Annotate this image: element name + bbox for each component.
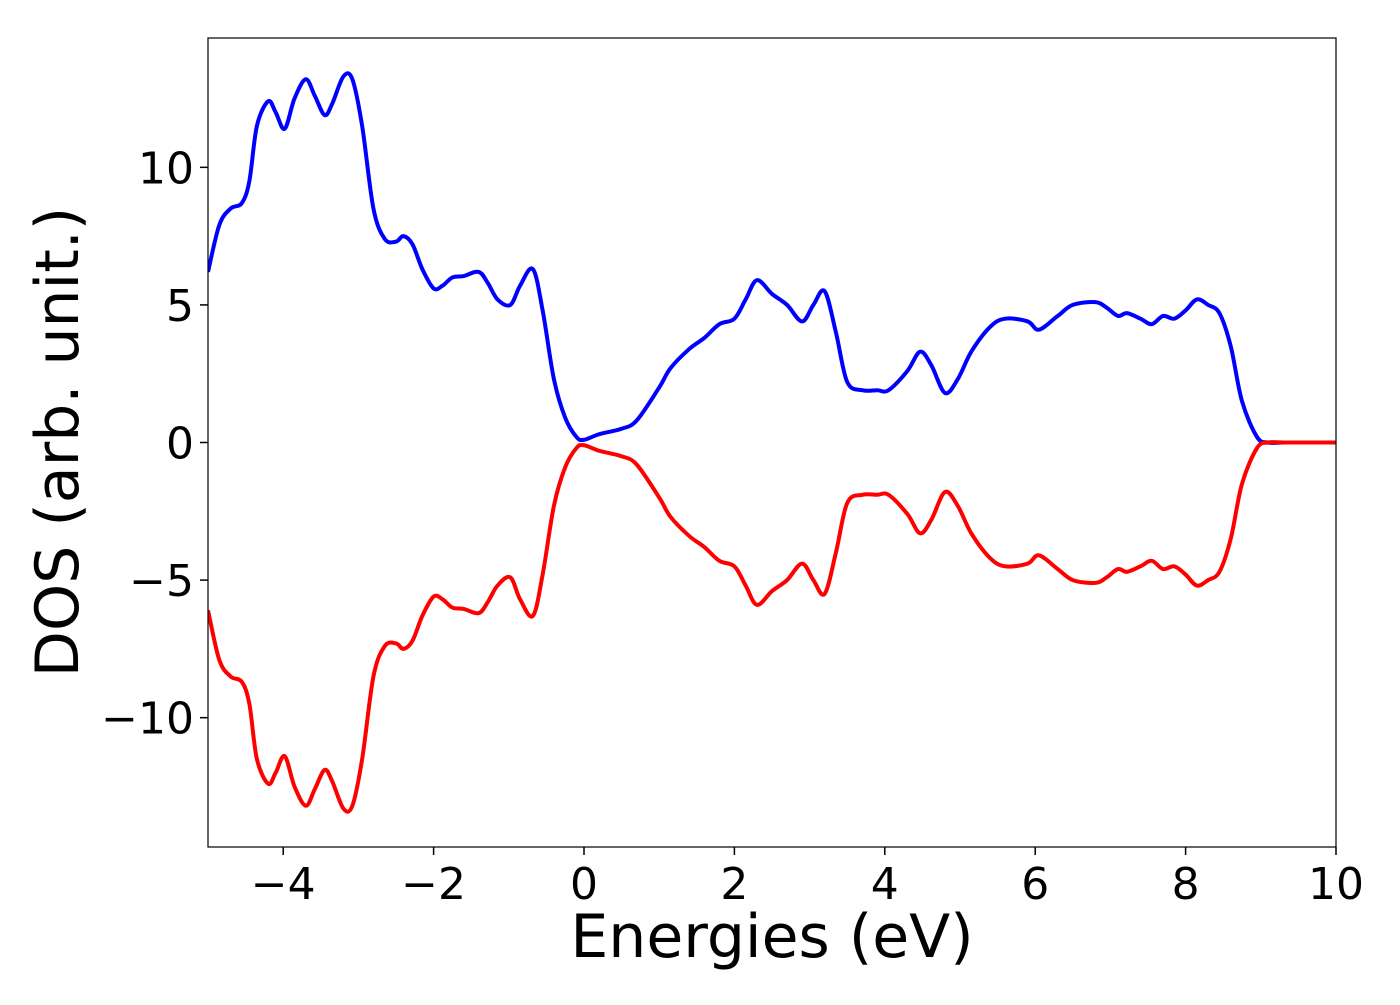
y-axis-ticks: −10 −5 0 5 10 <box>101 143 208 745</box>
y-tick-label: −5 <box>129 556 194 607</box>
series-layer <box>208 71 1336 814</box>
x-tick-label: 10 <box>1308 859 1364 910</box>
series-line-1 <box>208 71 1336 445</box>
x-axis-ticks: −4 −2 0 2 4 6 8 10 <box>251 847 1364 910</box>
y-tick-label: 5 <box>166 281 194 332</box>
y-tick-label: −10 <box>101 694 194 745</box>
x-tick-label: 2 <box>720 859 748 910</box>
y-tick-label: 10 <box>138 143 194 194</box>
x-axis-title: Energies (eV) <box>570 902 973 972</box>
x-tick-label: 0 <box>570 859 598 910</box>
series-line-2 <box>208 440 1336 814</box>
y-axis-title: DOS (arb. unit.) <box>23 207 93 677</box>
plot-background <box>208 38 1336 847</box>
x-tick-label: 8 <box>1172 859 1200 910</box>
x-tick-label: −2 <box>401 859 466 910</box>
x-tick-label: 4 <box>871 859 899 910</box>
x-tick-label: −4 <box>251 859 316 910</box>
y-tick-label: 0 <box>166 419 194 470</box>
x-tick-label: 6 <box>1021 859 1049 910</box>
